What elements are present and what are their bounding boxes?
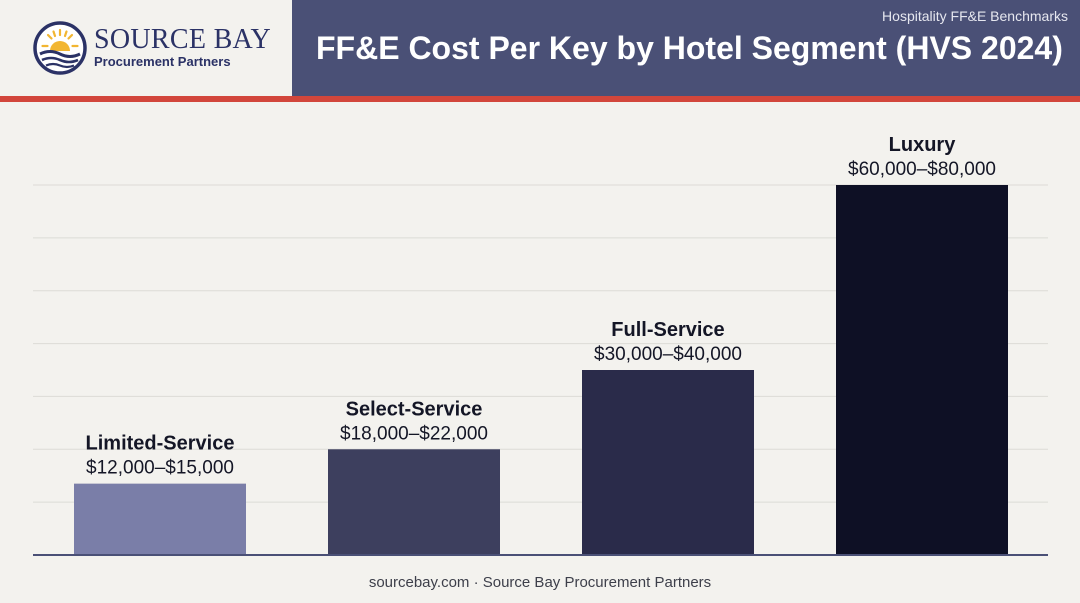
value-label: $18,000–$22,000 — [340, 423, 488, 444]
logo-panel: SOURCE BAY Procurement Partners — [0, 0, 292, 96]
bar-select-service — [328, 449, 500, 555]
bars — [74, 185, 1008, 555]
value-label: $60,000–$80,000 — [848, 159, 996, 180]
accent-rule — [0, 96, 1080, 102]
super-label: Hospitality FF&E Benchmarks — [882, 8, 1068, 24]
bar-luxury — [836, 185, 1008, 555]
bar-limited-service — [74, 483, 246, 555]
title-panel: Hospitality FF&E Benchmarks FF&E Cost Pe… — [292, 0, 1080, 96]
value-label: $30,000–$40,000 — [594, 344, 742, 365]
category-label: Full-Service — [611, 319, 724, 341]
category-label: Luxury — [889, 134, 957, 156]
chart-title: FF&E Cost Per Key by Hotel Segment (HVS … — [316, 30, 1063, 66]
footer: sourcebay.com · Source Bay Procurement P… — [368, 574, 712, 591]
category-label: Limited-Service — [86, 433, 235, 455]
brand-tagline: Procurement Partners — [94, 54, 231, 69]
category-label: Select-Service — [346, 398, 483, 420]
bar-labels: Limited-Service $12,000–$15,000 Select-Ser… — [86, 134, 996, 479]
header: SOURCE BAY Procurement Partners Hospital… — [0, 0, 1080, 96]
value-label: $12,000–$15,000 — [86, 458, 234, 479]
brand-name: SOURCE BAY — [94, 24, 272, 55]
sun-over-waves-logo-icon — [33, 21, 87, 75]
bar-chart: Limited-Service $12,000–$15,000 Select-Ser… — [33, 134, 1048, 556]
bar-full-service — [582, 370, 754, 555]
